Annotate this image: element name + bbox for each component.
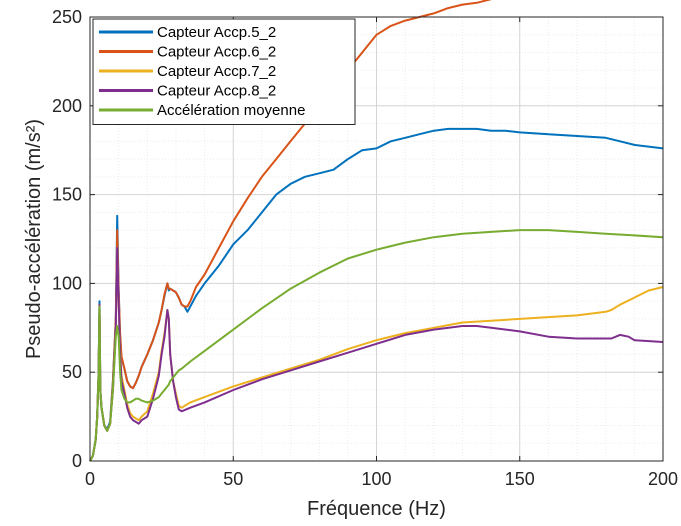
- y-tick-label: 150: [52, 185, 82, 205]
- x-axis-label: Fréquence (Hz): [307, 498, 446, 520]
- x-tick-label: 200: [648, 469, 678, 489]
- series-line-5: [89, 229, 664, 462]
- y-tick-label: 250: [52, 7, 82, 27]
- y-tick-label: 0: [72, 451, 82, 471]
- x-tick-label: 100: [361, 469, 391, 489]
- x-tick-label: 150: [505, 469, 535, 489]
- x-tick-label: 50: [223, 469, 243, 489]
- legend-label: Capteur Accp.5_2: [157, 24, 276, 41]
- y-tick-label: 50: [62, 362, 82, 382]
- x-tick-label: 0: [85, 469, 95, 489]
- axis-ticks: [89, 16, 664, 462]
- legend-label: Capteur Accp.8_2: [157, 83, 276, 100]
- legend-label: Capteur Accp.7_2: [157, 63, 276, 80]
- legend-label: Capteur Accp.6_2: [157, 44, 276, 61]
- y-tick-label: 100: [52, 273, 82, 293]
- legend-label: Accélération moyenne: [157, 102, 305, 119]
- y-axis-label: Pseudo-accélération (m/s²): [23, 119, 45, 359]
- tick-labels: 0 50 100 150 200 0 50 100 150 200 250: [52, 7, 678, 489]
- y-tick-label: 200: [52, 96, 82, 116]
- minor-grid: [90, 17, 663, 461]
- legend: Capteur Accp.5_2 Capteur Accp.6_2 Capteur …: [92, 18, 356, 125]
- series-layer: [89, 0, 664, 462]
